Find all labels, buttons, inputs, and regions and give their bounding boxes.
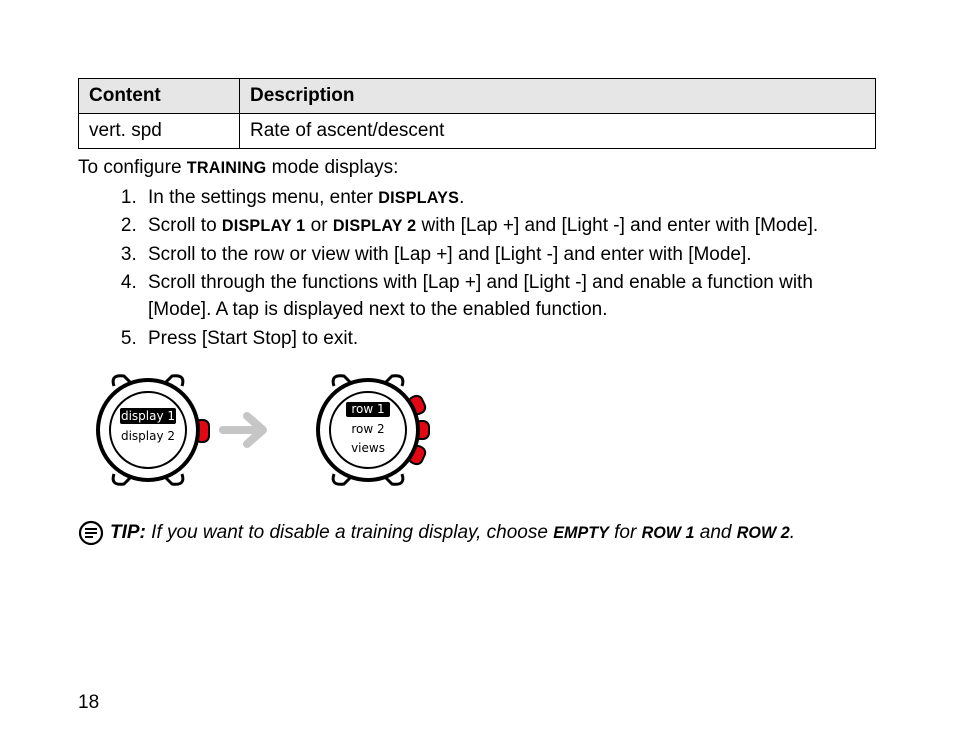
table-header-row: Content Description: [79, 79, 876, 114]
watch1-unselected-text: display 2: [121, 429, 175, 443]
watch-diagram-svg: display 1 display 2: [78, 360, 498, 500]
watch2-views-text: views: [351, 441, 385, 455]
tip-text: TIP: If you want to disable a training d…: [110, 522, 795, 544]
table-cell-description: Rate of ascent/descent: [240, 114, 876, 149]
table-header-content: Content: [79, 79, 240, 114]
step-4: Scroll through the functions with [Lap +…: [142, 270, 876, 323]
step-3: Scroll to the row or view with [Lap +] a…: [142, 242, 876, 269]
page-number: 18: [78, 692, 99, 714]
tip-icon: [78, 520, 104, 546]
page: Content Description vert. spd Rate of as…: [0, 0, 954, 756]
step-5: Press [Start Stop] to exit.: [142, 326, 876, 353]
step-2: Scroll to DISPLAY 1 or DISPLAY 2 with [L…: [142, 213, 876, 240]
watch2-row2-text: row 2: [351, 422, 384, 436]
intro-suffix: mode displays:: [266, 157, 398, 178]
table-header-description: Description: [240, 79, 876, 114]
step-1: In the settings menu, enter DISPLAYS.: [142, 185, 876, 212]
table-cell-content: vert. spd: [79, 114, 240, 149]
tip-row: TIP: If you want to disable a training d…: [78, 520, 876, 546]
watch-2: row 1 row 2 views: [318, 376, 429, 485]
table-row: vert. spd Rate of ascent/descent: [79, 114, 876, 149]
steps-list: In the settings menu, enter DISPLAYS. Sc…: [78, 185, 876, 353]
intro-mode: TRAINING: [187, 159, 267, 177]
watch-diagram: display 1 display 2: [78, 360, 876, 500]
watch-1: display 1 display 2: [98, 376, 209, 485]
tip-label: TIP:: [110, 522, 146, 543]
arrow-icon: [223, 416, 263, 444]
intro-text: To configure TRAINING mode displays:: [78, 155, 876, 181]
intro-prefix: To configure: [78, 157, 187, 178]
watch1-selected-text: display 1: [121, 409, 175, 423]
content-description-table: Content Description vert. spd Rate of as…: [78, 78, 876, 149]
watch2-row1-text: row 1: [351, 402, 384, 416]
